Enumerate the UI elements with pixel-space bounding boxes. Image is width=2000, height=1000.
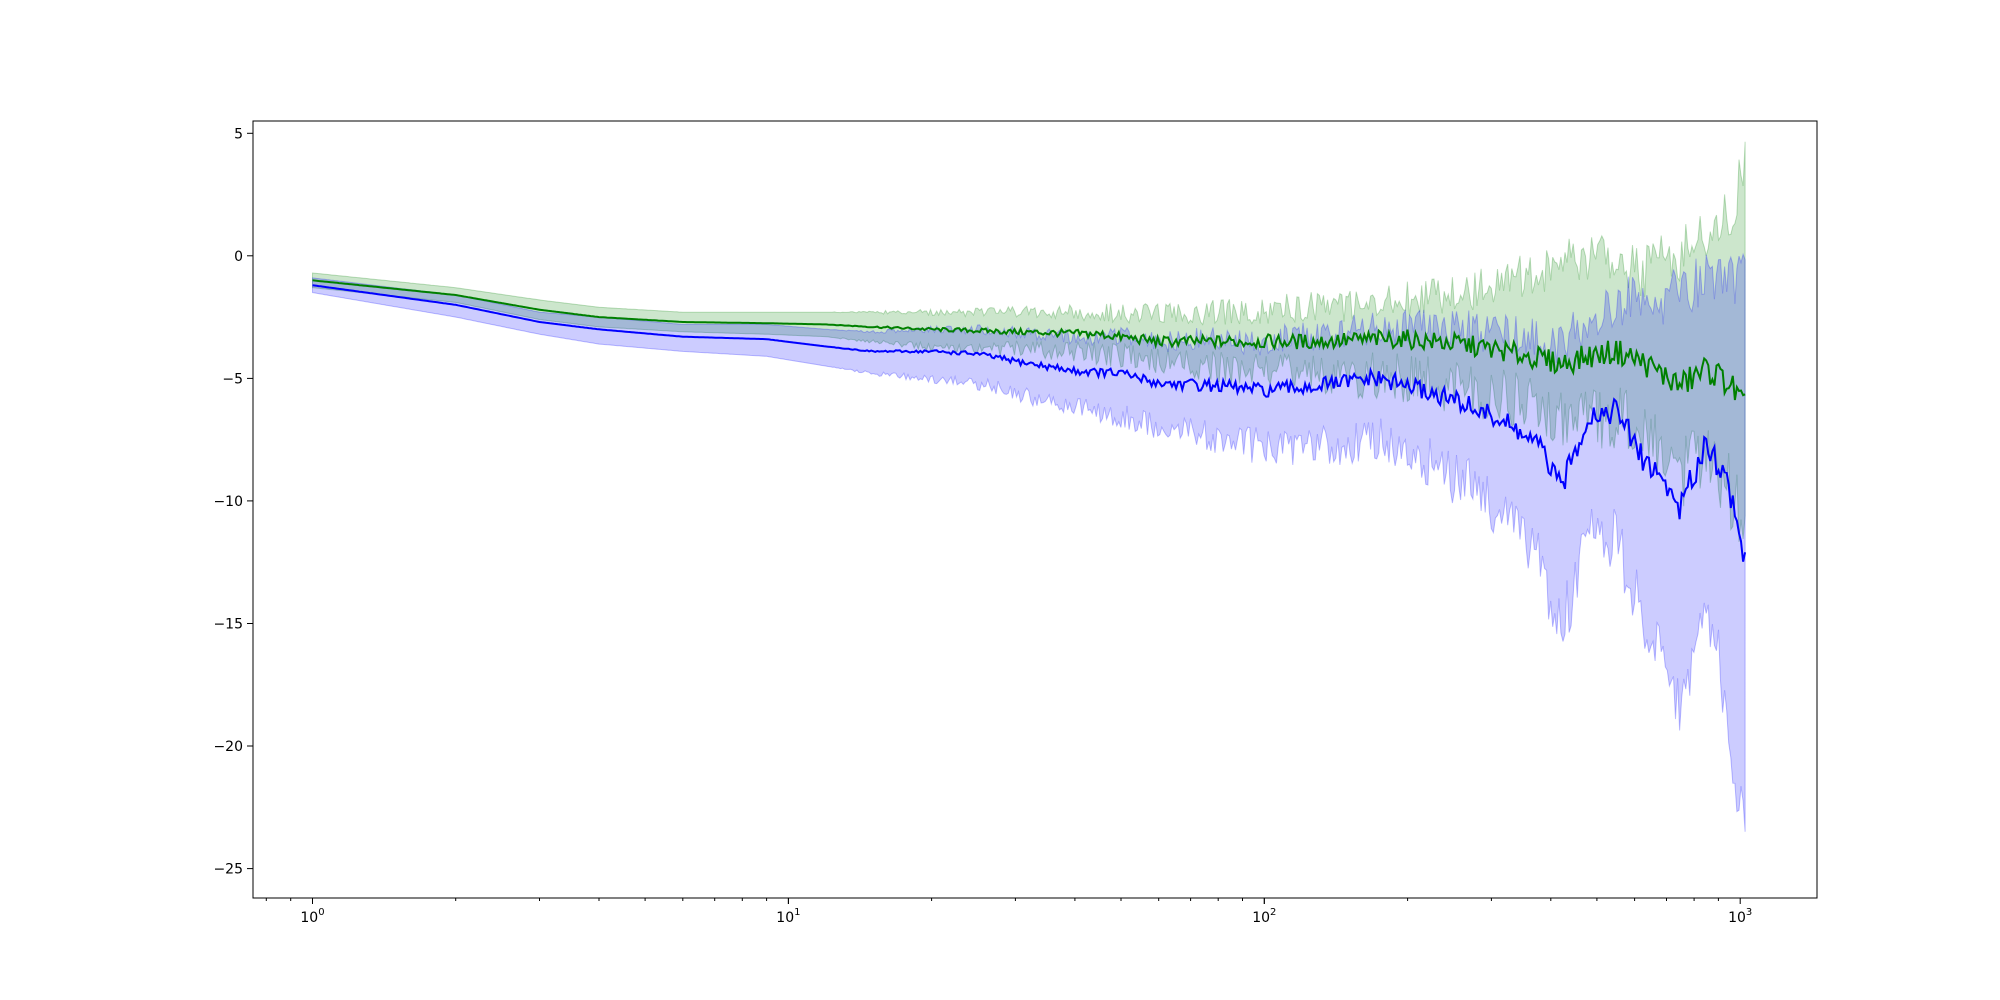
y-tick-label: −20: [213, 739, 243, 755]
confidence-bands: [312, 141, 1746, 832]
y-tick-label: 0: [234, 249, 243, 265]
y-tick-label: −5: [222, 371, 243, 387]
y-tick-label: −10: [213, 494, 243, 510]
x-tick-label: 100: [300, 907, 324, 926]
y-tick-label: 5: [234, 126, 243, 142]
x-tick-label: 102: [1252, 907, 1276, 926]
x-axis: 100 101 102 103: [265, 898, 1752, 926]
plot-frame: [252, 120, 1818, 899]
x-tick-label: 103: [1728, 907, 1752, 926]
series-2-line: [312, 284, 1747, 562]
plot-area: [312, 141, 1747, 832]
series-2-band: [312, 252, 1746, 832]
x-tick-label: 101: [776, 907, 800, 926]
series-1-line: [312, 279, 1746, 401]
y-axis: 5 0 −5 −10 −15 −20 −25: [213, 126, 253, 878]
series-1-band: [312, 141, 1746, 543]
series-lines: [312, 279, 1747, 562]
y-tick-label: −25: [213, 862, 243, 878]
y-tick-label: −15: [213, 617, 243, 633]
